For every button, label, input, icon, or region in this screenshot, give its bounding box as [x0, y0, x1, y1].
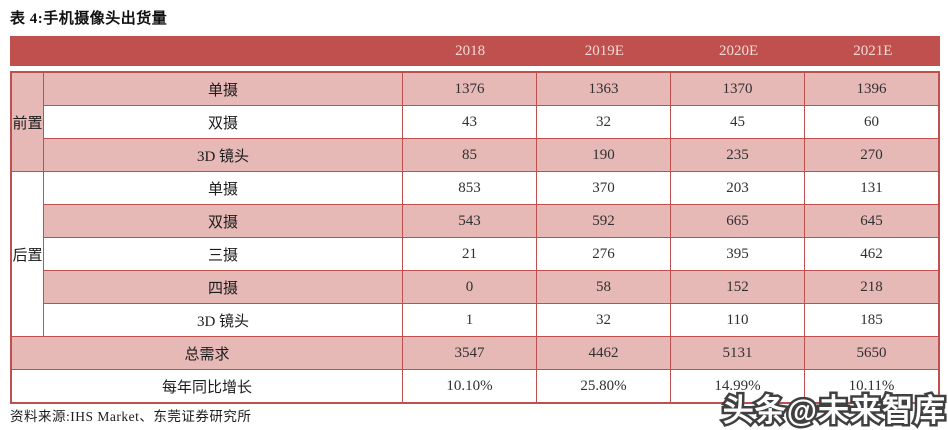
shipments-table: 2018 2019E 2020E 2021E 前置 单摄 1376 1363 1370 1396…	[10, 36, 940, 404]
value-cell: 185	[805, 304, 938, 336]
value-cell: 218	[805, 271, 938, 303]
header-gap	[10, 66, 940, 71]
group-cell: 前置	[12, 73, 43, 171]
row-label-cell: 双摄	[44, 205, 402, 237]
header-spacer	[10, 36, 403, 66]
value-cell: 45	[671, 106, 804, 138]
value-cell: 395	[671, 238, 804, 270]
value-cell: 10.10%	[403, 370, 536, 402]
value-cell: 21	[403, 238, 536, 270]
value-cell: 1396	[805, 73, 938, 105]
value-cell: 60	[805, 106, 938, 138]
source-note: 资料来源:IHS Market、东莞证券研究所	[10, 409, 252, 424]
value-cell: 152	[671, 271, 804, 303]
row-label-cell: 总需求	[12, 337, 402, 369]
row-label-cell: 四摄	[44, 271, 402, 303]
year-header-cell: 2019E	[584, 42, 624, 59]
value-cell: 203	[671, 172, 804, 204]
value-cell: 32	[537, 106, 670, 138]
value-cell: 462	[805, 238, 938, 270]
value-cell: 43	[403, 106, 536, 138]
value-cell: 5650	[805, 337, 938, 369]
value-cell: 592	[537, 205, 670, 237]
value-cell: 32	[537, 304, 670, 336]
watermark: 头条@未来智库	[720, 391, 947, 430]
value-cell: 25.80%	[537, 370, 670, 402]
value-cell: 276	[537, 238, 670, 270]
value-cell: 1363	[537, 73, 670, 105]
value-cell: 10.11%	[805, 370, 938, 402]
value-cell: 190	[537, 139, 670, 171]
row-label-cell: 三摄	[44, 238, 402, 270]
group-cell: 后置	[12, 172, 43, 336]
value-cell: 110	[671, 304, 804, 336]
value-cell: 853	[403, 172, 536, 204]
value-cell: 58	[537, 271, 670, 303]
value-cell: 370	[537, 172, 670, 204]
row-label-cell: 3D 镜头	[44, 304, 402, 336]
value-cell: 85	[403, 139, 536, 171]
year-header-cell: 2020E	[719, 42, 759, 59]
value-cell: 1376	[403, 73, 536, 105]
value-cell: 1	[403, 304, 536, 336]
value-cell: 5131	[671, 337, 804, 369]
table-title: 表 4:手机摄像头出货量	[10, 11, 168, 27]
value-cell: 4462	[537, 337, 670, 369]
value-cell: 1370	[671, 73, 804, 105]
value-cell: 14.99%	[671, 370, 804, 402]
value-cell: 3547	[403, 337, 536, 369]
table-header-row: 2018 2019E 2020E 2021E	[10, 36, 940, 66]
value-cell: 270	[805, 139, 938, 171]
value-cell: 645	[805, 205, 938, 237]
value-cell: 131	[805, 172, 938, 204]
row-label-cell: 单摄	[44, 73, 402, 105]
value-cell: 0	[403, 271, 536, 303]
row-label-cell: 双摄	[44, 106, 402, 138]
row-label-cell: 3D 镜头	[44, 139, 402, 171]
table-body: 前置 单摄 1376 1363 1370 1396 双摄 43 32 45 60 3D 镜头 85 190…	[10, 71, 940, 404]
value-cell: 543	[403, 205, 536, 237]
row-label-cell: 每年同比增长	[12, 370, 402, 402]
value-cell: 235	[671, 139, 804, 171]
row-label-cell: 单摄	[44, 172, 402, 204]
value-cell: 665	[671, 205, 804, 237]
year-header-cell: 2018	[455, 42, 486, 59]
year-header-cell: 2021E	[853, 42, 893, 59]
